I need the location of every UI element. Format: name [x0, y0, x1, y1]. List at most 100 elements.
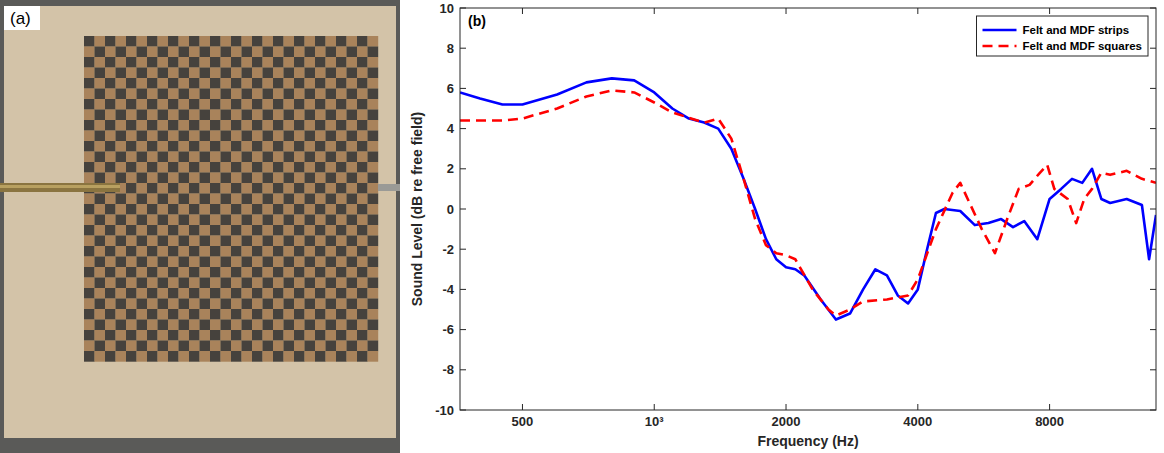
checker-square	[368, 131, 379, 142]
checker-square	[147, 47, 158, 58]
checker-square	[84, 173, 95, 184]
checker-square	[326, 341, 337, 352]
checker-square	[242, 162, 253, 173]
checker-square	[179, 47, 190, 58]
checker-square	[315, 204, 326, 215]
checker-square	[357, 36, 368, 47]
checker-square	[284, 110, 295, 121]
checker-square	[368, 36, 379, 47]
checker-square	[168, 288, 179, 299]
checker-square	[221, 278, 232, 289]
checker-square	[179, 288, 190, 299]
checker-square	[315, 47, 326, 58]
checker-square	[305, 257, 316, 268]
checker-square	[315, 341, 326, 352]
y-tick	[1150, 369, 1156, 370]
checker-square	[137, 152, 148, 163]
checker-square	[252, 320, 263, 331]
checker-square	[263, 288, 274, 299]
checker-square	[336, 78, 347, 89]
checker-square	[126, 131, 137, 142]
checker-square	[179, 351, 190, 362]
checker-square	[357, 309, 368, 320]
checker-square	[210, 215, 221, 226]
checker-square	[221, 246, 232, 257]
checker-square	[231, 36, 242, 47]
checker-square	[242, 173, 253, 184]
checker-square	[84, 341, 95, 352]
checker-square	[326, 183, 337, 194]
checker-square	[326, 246, 337, 257]
checker-square	[347, 183, 358, 194]
photo-panel: (a)	[0, 0, 400, 453]
checker-square	[305, 194, 316, 205]
checker-square	[347, 68, 358, 79]
checker-square	[179, 78, 190, 89]
checker-square	[273, 257, 284, 268]
checker-square	[294, 215, 305, 226]
checker-square	[116, 78, 127, 89]
checker-square	[189, 288, 200, 299]
checker-square	[200, 288, 211, 299]
checker-square	[116, 288, 127, 299]
checker-square	[137, 47, 148, 58]
checker-square	[294, 278, 305, 289]
checker-square	[273, 131, 284, 142]
checker-square	[347, 110, 358, 121]
checker-square	[284, 194, 295, 205]
checker-square	[263, 78, 274, 89]
checker-square	[126, 36, 137, 47]
checker-square	[315, 36, 326, 47]
checker-square	[231, 89, 242, 100]
checker-square	[179, 215, 190, 226]
checker-square	[347, 47, 358, 58]
checker-square	[284, 299, 295, 310]
checker-square	[252, 120, 263, 131]
checker-square	[116, 57, 127, 68]
checker-square	[200, 194, 211, 205]
checker-square	[336, 57, 347, 68]
checker-square	[315, 215, 326, 226]
checker-square	[158, 225, 169, 236]
checker-square	[368, 141, 379, 152]
checker-square	[200, 47, 211, 58]
checker-square	[368, 110, 379, 121]
checker-square	[347, 246, 358, 257]
checker-square	[315, 246, 326, 257]
checker-square	[336, 330, 347, 341]
checker-square	[336, 246, 347, 257]
checker-square	[200, 215, 211, 226]
checker-square	[315, 330, 326, 341]
checker-square	[210, 68, 221, 79]
checker-square	[189, 57, 200, 68]
checker-square	[200, 204, 211, 215]
checker-square	[84, 36, 95, 47]
checker-square	[158, 47, 169, 58]
checker-square	[221, 267, 232, 278]
checker-square	[158, 68, 169, 79]
x-tick	[917, 8, 918, 14]
checker-square	[336, 110, 347, 121]
checker-square	[126, 278, 137, 289]
checker-square	[95, 162, 106, 173]
checker-square	[221, 152, 232, 163]
checker-square	[210, 131, 221, 142]
checker-square	[179, 246, 190, 257]
checker-square	[210, 152, 221, 163]
checker-square	[168, 183, 179, 194]
checker-square	[126, 110, 137, 121]
checker-square	[284, 215, 295, 226]
checker-square	[95, 194, 106, 205]
checker-square	[95, 225, 106, 236]
panel-label: (a)	[10, 9, 31, 28]
checker-square	[84, 141, 95, 152]
checker-square	[179, 330, 190, 341]
checker-square	[116, 99, 127, 110]
checker-square	[210, 288, 221, 299]
checker-square	[231, 68, 242, 79]
checker-square	[84, 89, 95, 100]
checker-square	[231, 162, 242, 173]
checker-square	[263, 257, 274, 268]
checker-square	[336, 173, 347, 184]
checker-square	[84, 152, 95, 163]
